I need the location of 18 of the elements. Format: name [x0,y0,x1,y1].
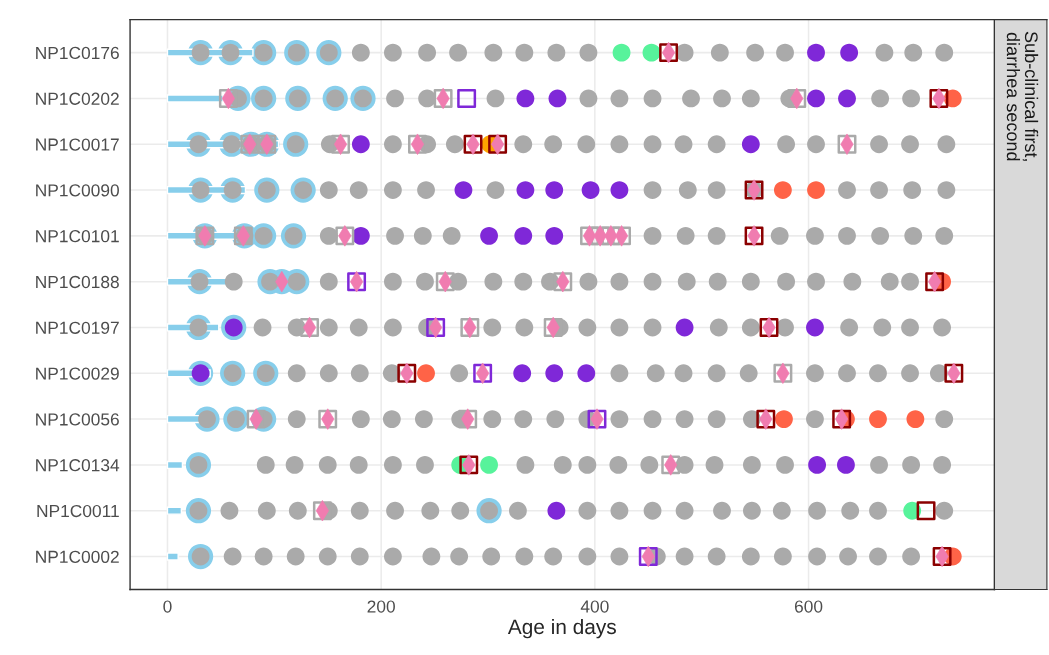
y-tick-label: NP1C0017 [36,138,119,151]
y-tick-label: NP1C0202 [36,92,119,105]
y-tick-label: NP1C0029 [36,367,119,380]
x-tick-label: 600 [794,600,823,613]
x-tick-label: 0 [163,600,172,613]
y-tick-label: NP1C0134 [36,459,120,472]
y-tick-label: NP1C0011 [37,504,119,518]
y-tick-label: NP1C0002 [36,550,119,563]
y-tick-label: NP1C0197 [36,321,119,334]
y-tick-label: NP1C0056 [36,413,119,426]
y-tick-label: NP1C0176 [36,46,119,60]
x-axis-title: Age in days [507,618,616,639]
x-tick-label: 200 [367,600,395,613]
y-tick-label: NP1C0188 [36,275,119,289]
y-tick-label: NP1C0101 [36,230,119,243]
y-tick-label: NP1C0090 [36,184,119,197]
text: Sub-clinical first, diarrhea second [1006,31,1039,161]
x-tick-label: 400 [580,600,609,613]
